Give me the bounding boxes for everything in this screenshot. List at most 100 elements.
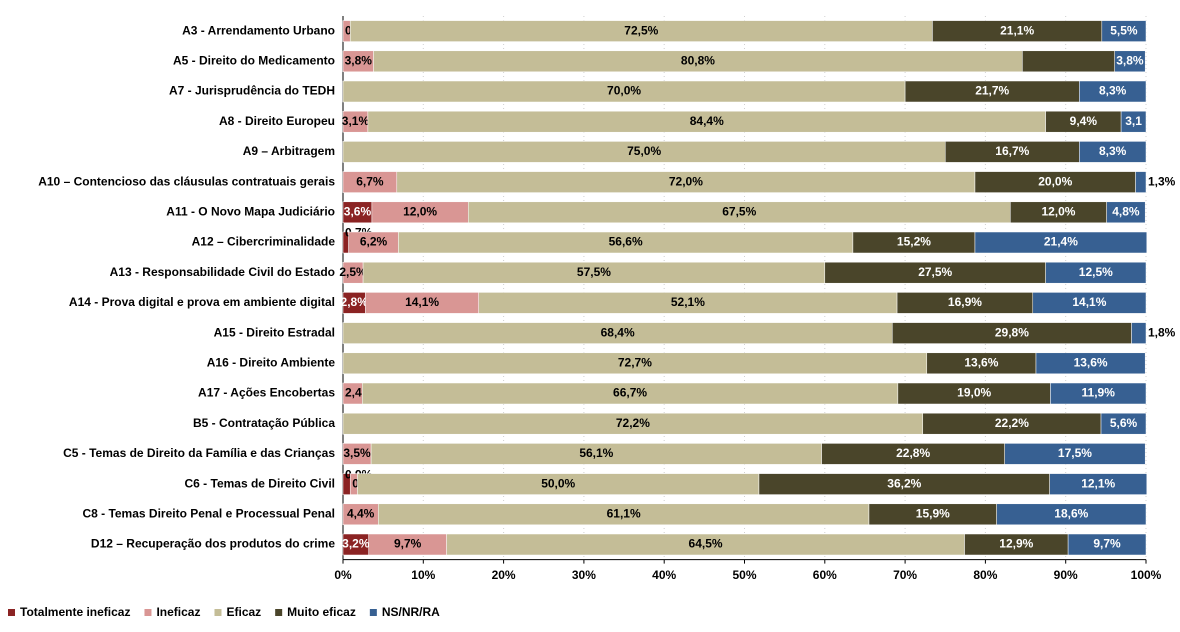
category-label: C6 - Temas de Direito Civil xyxy=(185,476,336,490)
data-label: 72,5% xyxy=(624,23,658,37)
data-label: 6,7% xyxy=(356,174,384,188)
data-label: 3,1 xyxy=(1125,114,1142,128)
data-label: 16,7% xyxy=(995,144,1029,158)
bar-segment xyxy=(974,231,1148,254)
data-label: 36,2% xyxy=(887,476,921,490)
x-tick-label: 60% xyxy=(813,568,837,582)
data-label: 2,8% xyxy=(341,295,369,309)
category-label: A11 - O Novo Mapa Judiciário xyxy=(166,204,335,218)
data-label: 3,8% xyxy=(1116,53,1144,67)
data-label: 14,1% xyxy=(405,295,439,309)
legend-label: Eficaz xyxy=(226,605,261,619)
bar-segment xyxy=(1100,412,1147,435)
x-tick-label: 10% xyxy=(411,568,435,582)
bar-segment xyxy=(1106,201,1146,224)
legend-label: Ineficaz xyxy=(156,605,200,619)
data-label: 67,5% xyxy=(722,204,756,218)
data-label: 9,7% xyxy=(1093,537,1121,551)
bar-segment xyxy=(1079,80,1147,103)
data-label: 70,0% xyxy=(607,84,641,98)
x-tick-label: 50% xyxy=(732,568,756,582)
bar-segment xyxy=(1114,50,1146,73)
bar-segment xyxy=(1050,382,1147,405)
data-label: 21,4% xyxy=(1044,235,1078,249)
data-label: 72,0% xyxy=(669,174,703,188)
category-label: A8 - Direito Europeu xyxy=(219,114,335,128)
x-tick-label: 40% xyxy=(652,568,676,582)
data-label: 3,6% xyxy=(344,204,372,218)
data-label: 16,9% xyxy=(948,295,982,309)
x-tick-label: 80% xyxy=(973,568,997,582)
category-label: A17 - Ações Encobertas xyxy=(198,386,335,400)
data-label: 5,5% xyxy=(1110,23,1138,37)
legend-label: Muito eficaz xyxy=(287,605,356,619)
category-label: A10 – Contencioso das cláusulas contratu… xyxy=(38,174,335,188)
data-label: 66,7% xyxy=(613,386,647,400)
data-label: 29,8% xyxy=(995,325,1029,339)
category-label: A7 - Jurisprudência do TEDH xyxy=(169,84,335,98)
bar-segment xyxy=(1067,533,1147,556)
x-tick-label: 90% xyxy=(1054,568,1078,582)
data-label: 21,7% xyxy=(975,84,1009,98)
x-tick-label: 20% xyxy=(492,568,516,582)
data-label: 68,4% xyxy=(601,325,635,339)
data-label: 84,4% xyxy=(690,114,724,128)
data-label: 20,0% xyxy=(1038,174,1072,188)
data-label: 18,6% xyxy=(1054,506,1088,520)
legend-label: NS/NR/RA xyxy=(382,605,440,619)
data-label: 75,0% xyxy=(627,144,661,158)
bar-segment xyxy=(1022,50,1115,73)
bar-segment xyxy=(1131,322,1147,344)
bar-segment xyxy=(1135,171,1147,193)
data-label: 14,1% xyxy=(1072,295,1106,309)
data-label: 72,7% xyxy=(618,355,652,369)
data-label: 6,2% xyxy=(360,235,388,249)
data-label: 9,7% xyxy=(394,537,422,551)
category-label: A15 - Direito Estradal xyxy=(214,325,335,339)
data-label: 27,5% xyxy=(918,265,952,279)
data-label: 56,6% xyxy=(609,235,643,249)
x-tick-label: 0% xyxy=(334,568,352,582)
data-label: 12,1% xyxy=(1081,476,1115,490)
data-label: 3,5% xyxy=(343,446,371,460)
data-label: 2,5% xyxy=(339,265,367,279)
data-label: 12,9% xyxy=(999,537,1033,551)
legend-label: Totalmente ineficaz xyxy=(20,605,130,619)
data-label: 8,3% xyxy=(1099,84,1127,98)
data-label: 61,1% xyxy=(607,506,641,520)
bar-segment xyxy=(1035,352,1146,375)
data-label: 12,0% xyxy=(403,204,437,218)
data-label: 3,1% xyxy=(342,114,370,128)
data-label: 21,1% xyxy=(1000,23,1034,37)
data-label: 19,0% xyxy=(957,386,991,400)
legend-swatch xyxy=(275,609,283,616)
data-label: 64,5% xyxy=(689,537,723,551)
data-label: 5,6% xyxy=(1110,416,1138,430)
legend-swatch xyxy=(214,609,222,616)
data-label: 11,9% xyxy=(1082,386,1116,400)
bar-segment xyxy=(1079,141,1147,163)
data-label: 4,8% xyxy=(1112,204,1140,218)
category-label: A3 - Arrendamento Urbano xyxy=(182,23,335,37)
bar-segment xyxy=(996,503,1147,526)
data-label: 8,3% xyxy=(1099,144,1127,158)
data-label: 3,2% xyxy=(342,537,370,551)
data-label: 22,8% xyxy=(896,446,930,460)
bar-segment xyxy=(1004,443,1146,465)
data-label: 80,8% xyxy=(681,53,715,67)
data-label: 12,5% xyxy=(1079,265,1113,279)
data-label: 13,6% xyxy=(964,355,998,369)
x-tick-label: 100% xyxy=(1131,568,1162,582)
data-label: 15,2% xyxy=(897,235,931,249)
bar-segment xyxy=(1032,292,1147,314)
data-label: 9,4% xyxy=(1070,114,1098,128)
data-label: 12,0% xyxy=(1041,204,1075,218)
category-label: A16 - Direito Ambiente xyxy=(207,355,336,369)
category-label: A5 - Direito do Medicamento xyxy=(173,53,335,67)
category-label: C5 - Temas de Direito da Família e das C… xyxy=(63,446,335,460)
data-label: 13,6% xyxy=(1074,355,1108,369)
data-label: 52,1% xyxy=(671,295,705,309)
category-label: C8 - Temas Direito Penal e Processual Pe… xyxy=(82,506,335,520)
data-label: 3,8% xyxy=(345,53,373,67)
